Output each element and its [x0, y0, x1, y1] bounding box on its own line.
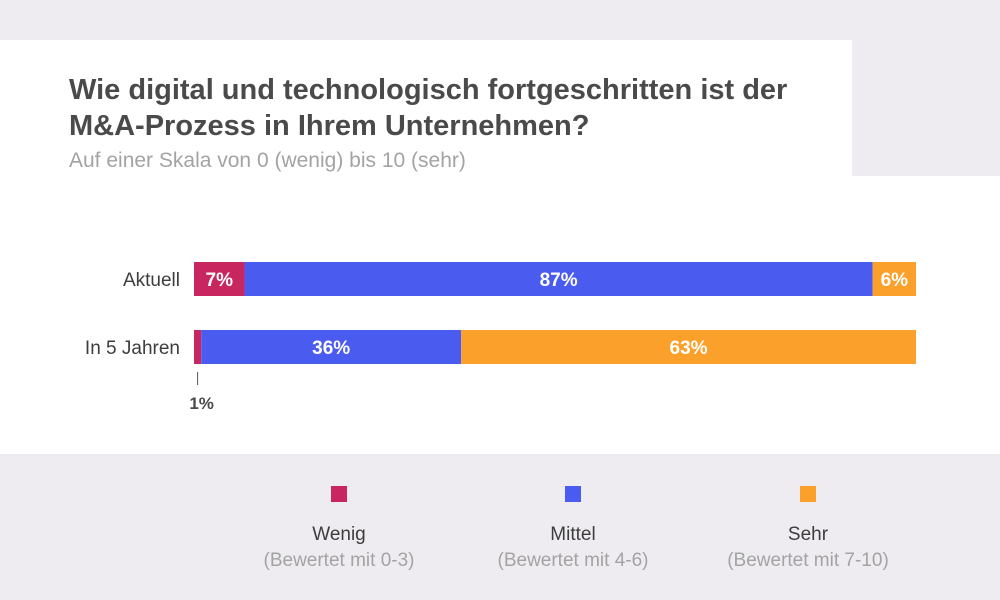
bar-mittel-in-5-jahren [201, 330, 462, 364]
legend-swatch-wenig [331, 486, 347, 502]
category-label-in-5-jahren: In 5 Jahren [85, 338, 180, 359]
legend-panel [0, 454, 1000, 600]
legend-swatch-sehr [800, 486, 816, 502]
legend-item-sehr: Sehr (Bewertet mit 7-10) [688, 486, 928, 574]
data-label-wenig-in-5-jahren: 1% [189, 394, 214, 413]
legend-desc-wenig: (Bewertet mit 0-3) [263, 550, 415, 571]
chart-title: Wie digital und technologisch fortgeschr… [69, 74, 788, 142]
bar-sehr-aktuell [872, 262, 916, 296]
legend-label-sehr: Sehr [787, 524, 829, 545]
bar-wenig-aktuell [194, 262, 245, 296]
bar-sehr-in-5-jahren [461, 330, 916, 364]
data-label-sehr-in-5-jahren: 63% [670, 338, 708, 359]
data-label-wenig-aktuell: 7% [206, 270, 234, 291]
legend-label-mittel: Mittel [550, 524, 596, 545]
title-card [0, 40, 852, 176]
legend-desc-sehr: (Bewertet mit 7-10) [727, 550, 889, 571]
chart-panel [0, 176, 1000, 454]
legend-item-wenig: Wenig (Bewertet mit 0-3) [219, 486, 459, 574]
legend-desc-mittel: (Bewertet mit 4-6) [497, 550, 649, 571]
data-label-mittel-aktuell: 87% [540, 270, 578, 291]
legend-label-wenig: Wenig [312, 524, 366, 545]
data-label-mittel-in-5-jahren: 36% [312, 338, 350, 359]
category-label-aktuell: Aktuell [123, 270, 180, 291]
bar-wenig-in-5-jahren [194, 330, 202, 364]
bar-mittel-aktuell [244, 262, 873, 296]
legend-item-mittel: Mittel (Bewertet mit 4-6) [453, 486, 693, 574]
corner-background [852, 40, 1000, 176]
top-background [0, 0, 1000, 40]
legend-swatch-mittel [565, 486, 581, 502]
data-label-sehr-aktuell: 6% [881, 270, 909, 291]
chart-subtitle: Auf einer Skala von 0 (wenig) bis 10 (se… [69, 149, 466, 172]
